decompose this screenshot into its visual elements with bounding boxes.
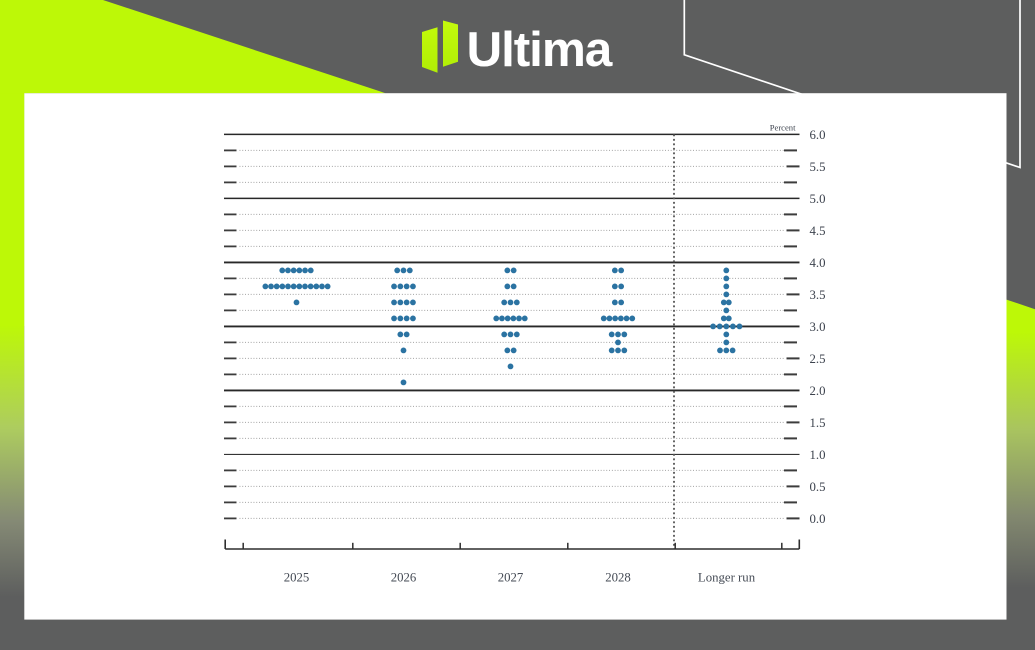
svg-text:1.0: 1.0 — [810, 448, 826, 462]
svg-text:3.0: 3.0 — [810, 320, 826, 334]
svg-text:3.5: 3.5 — [810, 288, 826, 302]
svg-text:Percent: Percent — [770, 122, 796, 132]
svg-text:2026: 2026 — [391, 570, 417, 584]
svg-text:4.0: 4.0 — [810, 256, 826, 270]
svg-text:2025: 2025 — [284, 570, 310, 584]
svg-text:Longer run: Longer run — [698, 570, 756, 584]
svg-text:2.0: 2.0 — [810, 384, 826, 398]
svg-text:0.5: 0.5 — [810, 480, 826, 494]
svg-text:5.0: 5.0 — [810, 192, 826, 206]
svg-text:4.5: 4.5 — [810, 224, 826, 238]
svg-text:2027: 2027 — [498, 570, 524, 584]
svg-text:0.0: 0.0 — [810, 512, 826, 526]
svg-text:1.5: 1.5 — [810, 416, 826, 430]
svg-text:2.5: 2.5 — [810, 352, 826, 366]
svg-text:Ultima: Ultima — [467, 22, 613, 77]
svg-text:5.5: 5.5 — [810, 160, 826, 174]
svg-text:6.0: 6.0 — [810, 128, 826, 142]
svg-text:2028: 2028 — [605, 570, 631, 584]
